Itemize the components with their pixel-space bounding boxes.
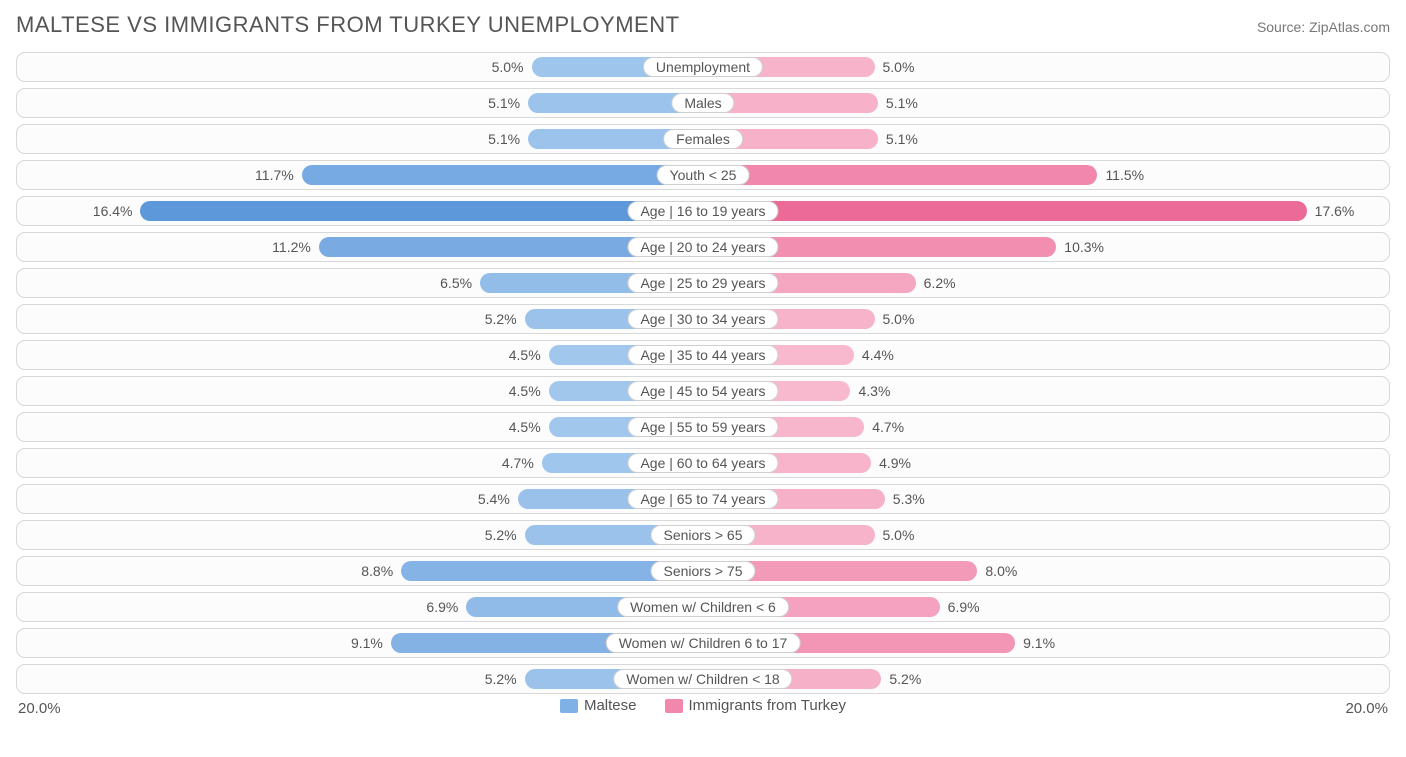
value-left: 5.1%	[488, 131, 520, 147]
axis-right-label: 20.0%	[1345, 700, 1388, 717]
chart-row: 5.2% 5.0% Seniors > 65	[16, 520, 1390, 550]
value-right: 5.0%	[883, 59, 915, 75]
value-left: 5.1%	[488, 95, 520, 111]
chart-row: 11.7% 11.5% Youth < 25	[16, 160, 1390, 190]
chart-row: 5.0% 5.0% Unemployment	[16, 52, 1390, 82]
category-label: Seniors > 65	[651, 525, 756, 545]
chart-row: 8.8% 8.0% Seniors > 75	[16, 556, 1390, 586]
value-right: 5.0%	[883, 527, 915, 543]
chart-row: 5.1% 5.1% Males	[16, 88, 1390, 118]
category-label: Age | 35 to 44 years	[627, 345, 778, 365]
chart-row: 5.2% 5.2% Women w/ Children < 18	[16, 664, 1390, 694]
value-left: 4.7%	[502, 455, 534, 471]
value-left: 16.4%	[93, 203, 133, 219]
value-right: 4.7%	[872, 419, 904, 435]
category-label: Women w/ Children < 18	[613, 669, 792, 689]
chart-row: 6.5% 6.2% Age | 25 to 29 years	[16, 268, 1390, 298]
value-right: 6.9%	[948, 599, 980, 615]
diverging-bar-chart: 5.0%5.0%Unemployment5.1%5.1%Males5.1%5.1…	[16, 52, 1390, 694]
value-left: 11.7%	[255, 167, 294, 183]
chart-row: 4.7% 4.9% Age | 60 to 64 years	[16, 448, 1390, 478]
value-right: 11.5%	[1105, 167, 1144, 183]
value-right: 4.9%	[879, 455, 911, 471]
chart-row: 9.1% 9.1% Women w/ Children 6 to 17	[16, 628, 1390, 658]
chart-row: 4.5% 4.7% Age | 55 to 59 years	[16, 412, 1390, 442]
value-right: 4.3%	[858, 383, 890, 399]
value-left: 4.5%	[509, 347, 541, 363]
category-label: Age | 65 to 74 years	[627, 489, 778, 509]
chart-row: 5.2% 5.0% Age | 30 to 34 years	[16, 304, 1390, 334]
value-left: 5.2%	[485, 671, 517, 687]
value-right: 9.1%	[1023, 635, 1055, 651]
category-label: Females	[663, 129, 743, 149]
category-label: Youth < 25	[657, 165, 750, 185]
value-right: 5.3%	[893, 491, 925, 507]
category-label: Age | 20 to 24 years	[627, 237, 778, 257]
value-left: 5.2%	[485, 527, 517, 543]
category-label: Age | 60 to 64 years	[627, 453, 778, 473]
category-label: Age | 30 to 34 years	[627, 309, 778, 329]
chart-row: 4.5% 4.4% Age | 35 to 44 years	[16, 340, 1390, 370]
value-left: 5.4%	[478, 491, 510, 507]
legend-label-left: Maltese	[584, 697, 637, 714]
value-left: 5.2%	[485, 311, 517, 327]
value-right: 8.0%	[985, 563, 1017, 579]
legend: Maltese Immigrants from Turkey	[16, 697, 1390, 714]
value-left: 8.8%	[361, 563, 393, 579]
category-label: Women w/ Children < 6	[617, 597, 789, 617]
value-right: 5.2%	[889, 671, 921, 687]
bar-right	[703, 201, 1307, 221]
chart-row: 6.9% 6.9% Women w/ Children < 6	[16, 592, 1390, 622]
value-left: 11.2%	[272, 239, 311, 255]
value-right: 5.1%	[886, 95, 918, 111]
category-label: Age | 45 to 54 years	[627, 381, 778, 401]
chart-title: MALTESE VS IMMIGRANTS FROM TURKEY UNEMPL…	[16, 12, 680, 38]
category-label: Age | 55 to 59 years	[627, 417, 778, 437]
legend-item-right: Immigrants from Turkey	[665, 697, 847, 714]
value-right: 5.1%	[886, 131, 918, 147]
category-label: Women w/ Children 6 to 17	[606, 633, 801, 653]
value-right: 5.0%	[883, 311, 915, 327]
chart-row: 11.2% 10.3% Age | 20 to 24 years	[16, 232, 1390, 262]
value-left: 9.1%	[351, 635, 383, 651]
chart-source: Source: ZipAtlas.com	[1257, 19, 1390, 35]
chart-row: 5.1% 5.1% Females	[16, 124, 1390, 154]
bar-right	[703, 165, 1097, 185]
value-left: 5.0%	[492, 59, 524, 75]
axis-left-label: 20.0%	[18, 700, 61, 717]
value-right: 17.6%	[1315, 203, 1355, 219]
bar-left	[302, 165, 703, 185]
bar-left	[140, 201, 703, 221]
chart-row: 5.4% 5.3% Age | 65 to 74 years	[16, 484, 1390, 514]
chart-row: 4.5% 4.3% Age | 45 to 54 years	[16, 376, 1390, 406]
category-label: Age | 16 to 19 years	[627, 201, 778, 221]
chart-header: MALTESE VS IMMIGRANTS FROM TURKEY UNEMPL…	[16, 12, 1390, 38]
legend-label-right: Immigrants from Turkey	[689, 697, 847, 714]
value-left: 4.5%	[509, 419, 541, 435]
value-right: 10.3%	[1064, 239, 1104, 255]
value-right: 4.4%	[862, 347, 894, 363]
category-label: Males	[671, 93, 734, 113]
value-left: 4.5%	[509, 383, 541, 399]
value-left: 6.5%	[440, 275, 472, 291]
category-label: Unemployment	[643, 57, 763, 77]
legend-item-left: Maltese	[560, 697, 637, 714]
value-left: 6.9%	[426, 599, 458, 615]
value-right: 6.2%	[924, 275, 956, 291]
legend-swatch-right	[665, 699, 683, 713]
category-label: Age | 25 to 29 years	[627, 273, 778, 293]
category-label: Seniors > 75	[651, 561, 756, 581]
chart-row: 16.4% 17.6% Age | 16 to 19 years	[16, 196, 1390, 226]
legend-swatch-left	[560, 699, 578, 713]
